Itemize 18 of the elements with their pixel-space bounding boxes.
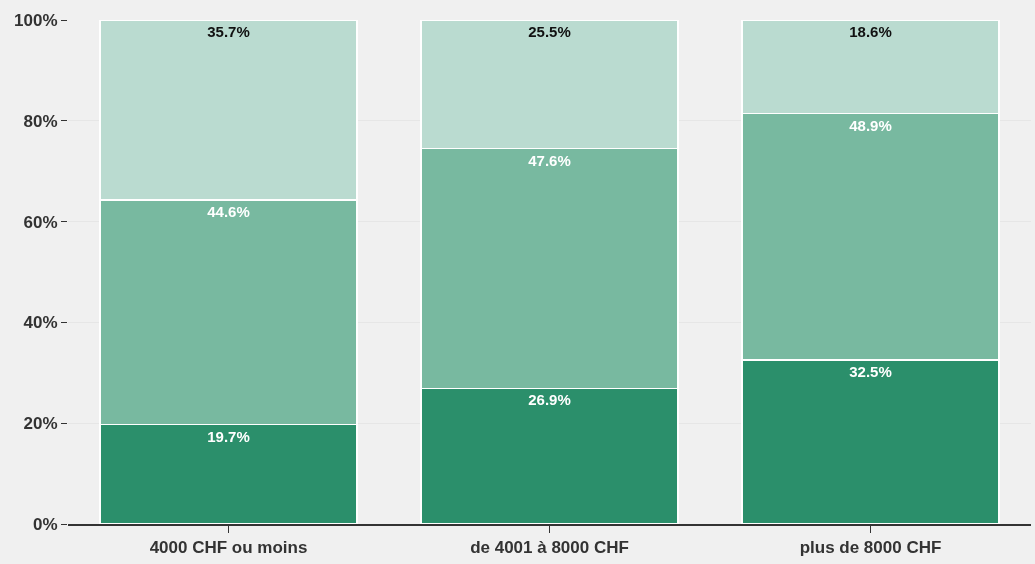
y-tick-label: 40% (23, 313, 58, 333)
y-tick-label: 20% (23, 414, 58, 434)
data-label: 32.5% (849, 363, 892, 381)
data-label: 26.9% (528, 391, 571, 409)
data-label: 35.7% (207, 23, 250, 40)
y-tick-label: 80% (23, 111, 58, 131)
data-label: 25.5% (528, 23, 571, 40)
data-label: 18.6% (849, 23, 892, 40)
y-tick-label: 0% (33, 514, 58, 534)
data-label: 19.7% (207, 427, 250, 445)
x-tick-label: plus de 8000 CHF (799, 538, 942, 558)
y-tick-label: 100% (14, 10, 58, 30)
x-tick-label: 4000 CHF ou moins (149, 538, 308, 558)
x-tick-label: de 4001 à 8000 CHF (470, 538, 629, 558)
data-label: 44.6% (207, 202, 250, 220)
data-label: 47.6% (528, 151, 571, 169)
data-label: 48.9% (849, 116, 892, 134)
y-tick-label: 60% (23, 212, 58, 232)
